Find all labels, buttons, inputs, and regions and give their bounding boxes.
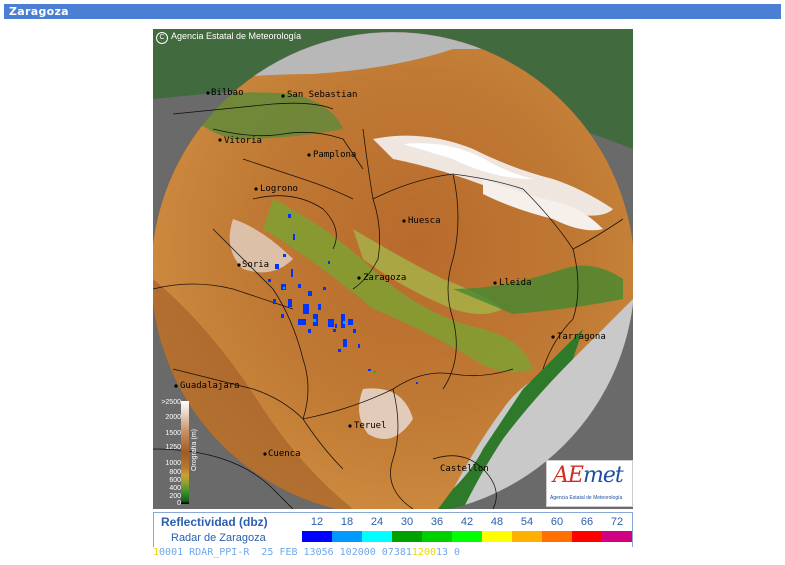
city-label: Lleida xyxy=(499,278,532,288)
orography-value: >2500 xyxy=(161,399,181,406)
status-prefix: 1 xyxy=(153,547,160,558)
legend-value: 60 xyxy=(550,516,564,528)
orography-legend: >2500 2000 1500 1250 1000 800 600 400 20… xyxy=(155,399,207,507)
legend-value: 36 xyxy=(430,516,444,528)
status-suffix: 13 0 xyxy=(436,547,461,558)
reflectivity-legend: Reflectividad (dbz) Radar de Zaragoza 12… xyxy=(153,512,633,548)
city-label: Teruel xyxy=(354,421,387,431)
legend-value: 72 xyxy=(610,516,624,528)
city-label: San Sebastian xyxy=(287,90,358,100)
copyright-icon: C xyxy=(156,32,168,44)
legend-swatch xyxy=(542,531,572,542)
legend-title: Reflectividad (dbz) xyxy=(161,515,268,529)
logo-mark: AEmet xyxy=(553,463,624,488)
status-highlight: 1200 xyxy=(411,547,436,558)
city-label: Bilbao xyxy=(211,88,244,98)
city-label: Guadalajara xyxy=(180,381,240,391)
orography-value: 600 xyxy=(169,477,181,484)
legend-value: 54 xyxy=(520,516,534,528)
legend-value: 48 xyxy=(490,516,504,528)
legend-swatch xyxy=(302,531,332,542)
legend-value: 42 xyxy=(460,516,474,528)
legend-value: 66 xyxy=(580,516,594,528)
legend-swatch xyxy=(572,531,602,542)
orography-value: 2000 xyxy=(165,414,181,421)
legend-value: 18 xyxy=(340,516,354,528)
orography-title: Orografía (m) xyxy=(191,429,198,472)
legend-value: 30 xyxy=(400,516,414,528)
orography-value: 1000 xyxy=(165,460,181,467)
legend-swatch xyxy=(362,531,392,542)
legend-swatch xyxy=(482,531,512,542)
legend-swatch xyxy=(602,531,632,542)
aemet-logo: AEmet Agencia Estatal de Meteorología xyxy=(546,460,633,507)
city-label: Soria xyxy=(242,260,270,270)
orography-value: 1250 xyxy=(165,444,181,451)
city-label: Vitoria xyxy=(224,136,262,146)
page-header: Zaragoza xyxy=(4,4,781,19)
logo-subtitle: Agencia Estatal de Meteorología xyxy=(550,495,623,501)
map-copyright: C Agencia Estatal de Meteorología xyxy=(156,31,301,44)
terrain-map xyxy=(153,29,633,509)
orography-value: 1500 xyxy=(165,430,181,437)
orography-value: 0 xyxy=(177,500,181,507)
legend-value: 12 xyxy=(310,516,324,528)
radar-map xyxy=(153,29,633,509)
page-title: Zaragoza xyxy=(9,5,69,18)
legend-subtitle: Radar de Zaragoza xyxy=(171,532,266,544)
orography-value: 800 xyxy=(169,469,181,476)
status-line: 10001 RDAR_PPI-R 25 FEB 13056 102000 073… xyxy=(153,547,633,558)
legend-value: 24 xyxy=(370,516,384,528)
city-label: Logrono xyxy=(260,184,298,194)
city-label: Cuenca xyxy=(268,449,301,459)
legend-swatch xyxy=(422,531,452,542)
orography-value: 200 xyxy=(169,493,181,500)
orography-color-bar xyxy=(181,401,189,504)
city-label: Zaragoza xyxy=(363,273,407,283)
legend-swatch xyxy=(512,531,542,542)
status-text: 0001 RDAR_PPI-R 25 FEB 13056 102000 0738… xyxy=(159,547,412,558)
legend-swatch xyxy=(452,531,482,542)
city-label: Huesca xyxy=(408,216,441,226)
city-label: Pamplona xyxy=(313,150,357,160)
city-label: Castellon xyxy=(440,464,489,474)
legend-swatch xyxy=(392,531,422,542)
city-label: Tarragona xyxy=(557,332,606,342)
orography-value: 400 xyxy=(169,485,181,492)
legend-swatch xyxy=(332,531,362,542)
